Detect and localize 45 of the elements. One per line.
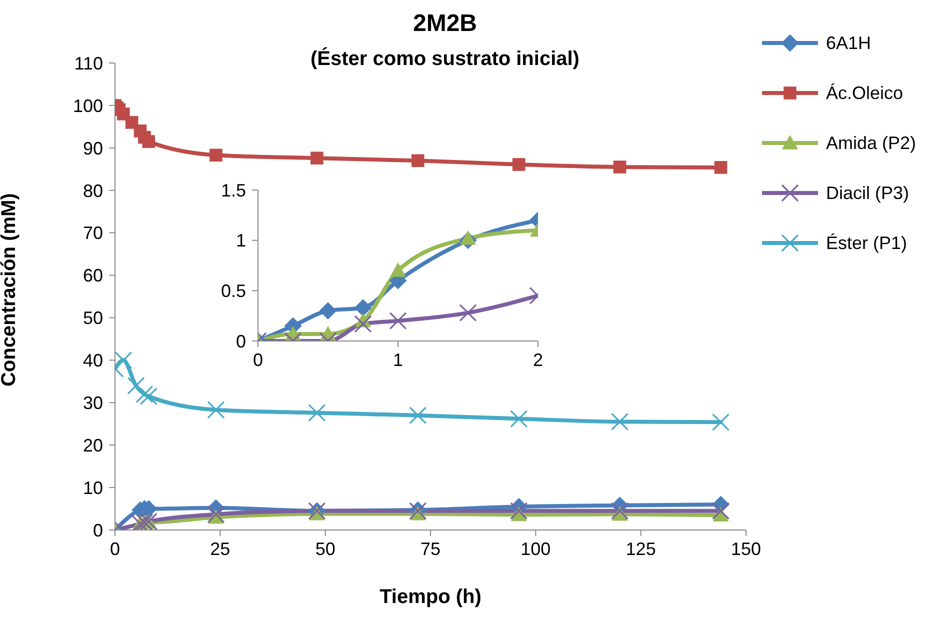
point — [310, 152, 324, 164]
y-tick-label: 1 — [236, 230, 246, 251]
point — [210, 148, 222, 162]
x-tick-label: 50 — [315, 538, 336, 559]
y-tick-label: 110 — [74, 53, 103, 74]
y-tick-label: 80 — [82, 180, 103, 201]
y-tick-label: 70 — [82, 223, 103, 244]
y-tick-label: 0 — [92, 520, 103, 540]
chart-title: 2M2B — [412, 10, 478, 38]
y-tick-label: 100 — [72, 96, 103, 116]
point — [320, 302, 336, 320]
x-tick-label: 75 — [420, 538, 441, 559]
y-tick-label: 10 — [82, 478, 103, 498]
y-tick-label: 40 — [82, 350, 103, 371]
y-tick-label: 20 — [82, 435, 103, 456]
y-tick-label: 0 — [236, 331, 246, 352]
y-tick-label: 60 — [82, 266, 103, 286]
y-tick-label: 50 — [82, 308, 103, 328]
x-axis-title: Tiempo (h) — [380, 586, 482, 608]
legend-label: Éster (P1) — [826, 232, 908, 254]
point — [613, 160, 626, 174]
x-tick-label: 1 — [392, 350, 404, 370]
y-tick-label: 30 — [82, 393, 103, 414]
y-tick-label: 0.5 — [220, 281, 246, 302]
legend-label: Amida (P2) — [826, 132, 916, 154]
point — [354, 299, 372, 316]
point — [390, 262, 406, 277]
legend-label: Ác.Oleico — [826, 82, 904, 104]
x-tick-label: 25 — [210, 538, 230, 559]
x-tick-label: 125 — [626, 538, 656, 559]
legend-label: Diacil (P3) — [826, 182, 910, 204]
point — [460, 230, 476, 245]
x-tick-label: 0 — [110, 538, 120, 559]
y-tick-label: 1.5 — [220, 180, 246, 200]
x-tick-label: 100 — [520, 538, 551, 559]
x-tick-label: 0 — [252, 350, 264, 370]
point — [411, 154, 424, 168]
chart-subtitle: (Éster como sustrato inicial) — [310, 48, 580, 71]
legend-label: 6A1H — [826, 32, 872, 54]
point — [512, 158, 526, 171]
y-tick-label: 90 — [82, 138, 103, 158]
point — [714, 161, 728, 174]
y-axis-title: Concentración (mM) — [0, 193, 20, 386]
x-tick-label: 2 — [532, 350, 544, 370]
x-tick-label: 150 — [730, 538, 762, 559]
